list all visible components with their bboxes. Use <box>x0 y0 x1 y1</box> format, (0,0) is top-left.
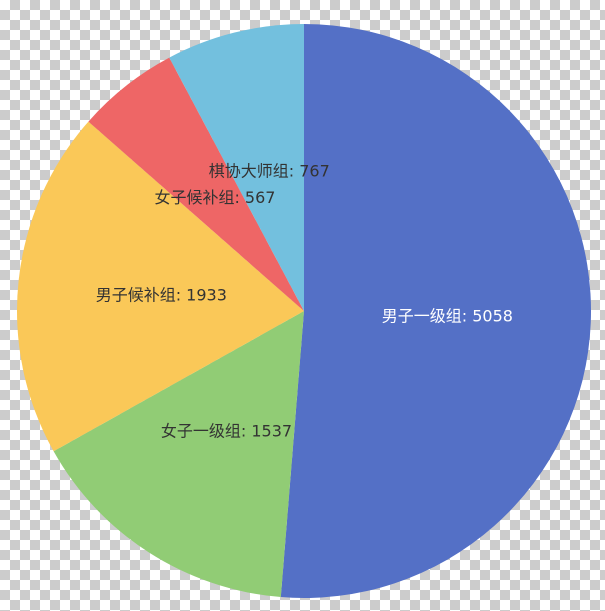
pie-label-2: 男子候补组: 1933 <box>96 285 227 304</box>
pie-slice-1[interactable] <box>53 311 304 598</box>
pie-label-4: 棋协大师组: 767 <box>209 161 330 180</box>
pie-slice-0[interactable] <box>280 24 591 598</box>
pie-slice-3[interactable] <box>88 57 304 311</box>
pie-label-0: 男子一级组: 5058 <box>382 306 513 325</box>
pie-label-3: 女子候补组: 567 <box>154 188 275 207</box>
pie-slice-2[interactable] <box>16 121 304 452</box>
pie-slice-4[interactable] <box>169 24 304 311</box>
pie-label-1: 女子一级组: 1537 <box>161 421 292 440</box>
